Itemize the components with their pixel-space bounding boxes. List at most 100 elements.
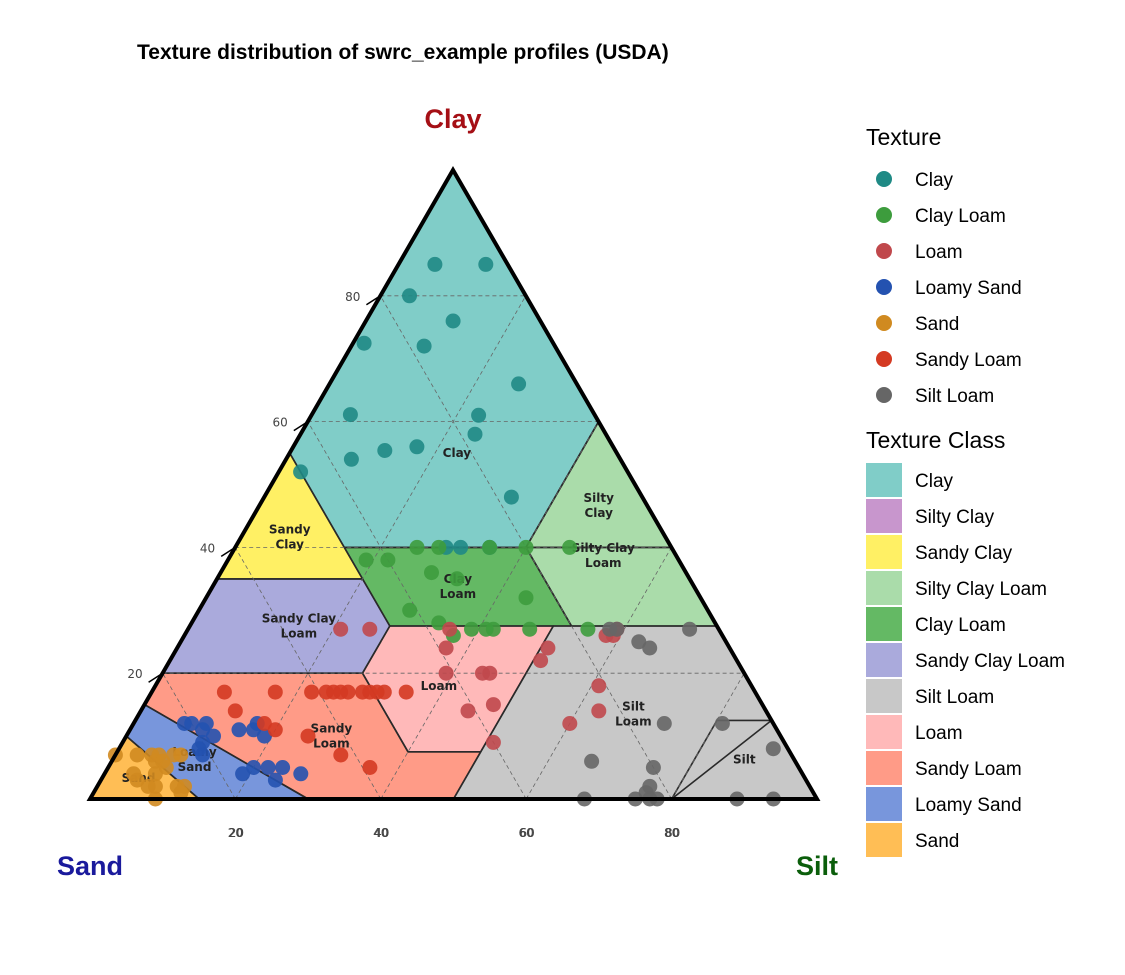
silt-axis-label: Silt bbox=[796, 851, 838, 881]
point-silt-loam-5 bbox=[656, 716, 672, 731]
legend-swatch-sandy-loam bbox=[876, 351, 892, 367]
point-clay-loam-9 bbox=[518, 590, 534, 606]
point-clay-loam-10 bbox=[402, 602, 418, 618]
legend-class-swatch-sandy-loam bbox=[866, 751, 902, 785]
triangle-outline bbox=[86, 166, 821, 801]
legend-class-swatch-sand bbox=[866, 823, 902, 857]
region-loamy-sand bbox=[126, 704, 309, 799]
region-label-loam: Loam bbox=[421, 679, 458, 693]
tick-sand-60: 60 bbox=[519, 826, 534, 840]
point-sand-11 bbox=[147, 766, 163, 782]
region-label-silt-loam: Silt Loam bbox=[615, 700, 652, 729]
point-loam-14 bbox=[485, 697, 501, 713]
legend-class-label-loamy-sand: Loamy Sand bbox=[915, 795, 1022, 816]
legend-class-swatch-sandy-clay-loam bbox=[866, 643, 902, 677]
legend-texture-title: Texture bbox=[866, 124, 941, 150]
legend-label-clay: Clay bbox=[915, 170, 954, 191]
legend-class-swatch-clay-loam bbox=[866, 607, 902, 641]
point-clay-9 bbox=[471, 407, 487, 423]
point-loam-13 bbox=[591, 703, 607, 719]
point-sandy-loam-1 bbox=[227, 703, 243, 719]
legend-label-clay-loam: Clay Loam bbox=[915, 206, 1006, 227]
point-sandy-loam-3 bbox=[304, 684, 320, 700]
point-silt-loam-3 bbox=[631, 634, 647, 650]
chart-title: Texture distribution of swrc_example pro… bbox=[137, 41, 669, 64]
point-sandy-loam-11 bbox=[300, 728, 316, 744]
point-sand-10 bbox=[129, 772, 145, 788]
point-sandy-loam-13 bbox=[340, 684, 356, 700]
tick-sand-20: 20 bbox=[228, 826, 243, 840]
point-clay-loam-5 bbox=[518, 539, 534, 555]
clay-axis-label: Clay bbox=[424, 104, 481, 134]
tick-sand-40: 40 bbox=[373, 826, 388, 840]
point-sandy-loam-2 bbox=[267, 684, 283, 700]
point-silt-loam-4 bbox=[642, 640, 658, 656]
tick-mark-clay-40 bbox=[220, 546, 236, 558]
texture-regions bbox=[90, 170, 817, 799]
legend-swatch-sand bbox=[876, 315, 892, 331]
point-loam-10 bbox=[475, 665, 490, 681]
point-silt-loam-2 bbox=[682, 621, 698, 637]
point-loam-7 bbox=[540, 640, 556, 656]
point-sandy-loam-8 bbox=[376, 684, 392, 700]
legend-label-loamy-sand: Loamy Sand bbox=[915, 278, 1022, 299]
legend-class-swatch-clay bbox=[866, 463, 902, 497]
point-clay-6 bbox=[356, 335, 372, 351]
point-clay-loam-11 bbox=[431, 615, 447, 631]
legend-swatch-clay bbox=[876, 171, 892, 187]
legend-class-label-silty-clay: Silty Clay bbox=[915, 507, 995, 528]
legend-class-swatch-silty-clay bbox=[866, 499, 902, 533]
point-sand-16 bbox=[173, 785, 189, 801]
tick-silt-60: 60 bbox=[520, 826, 535, 840]
point-sand-13 bbox=[140, 778, 156, 794]
point-clay-8 bbox=[342, 407, 358, 423]
legend-class-label-sandy-clay-loam: Sandy Clay Loam bbox=[915, 651, 1065, 672]
point-loamy-sand-16 bbox=[293, 766, 309, 782]
point-loam-6 bbox=[438, 640, 454, 656]
point-clay-3 bbox=[445, 313, 461, 329]
point-clay-5 bbox=[416, 338, 432, 354]
legend-class-label-sand: Sand bbox=[915, 831, 959, 852]
point-clay-loam-16 bbox=[522, 621, 538, 637]
tick-clay-20: 20 bbox=[127, 667, 142, 681]
tick-mark-clay-20 bbox=[148, 672, 164, 683]
point-loamy-sand-1 bbox=[184, 716, 200, 731]
point-loamy-sand-4 bbox=[195, 722, 211, 738]
tick-silt-80: 80 bbox=[665, 826, 680, 840]
legend-swatch-silt-loam bbox=[876, 387, 892, 403]
point-clay-16 bbox=[453, 539, 469, 555]
point-clay-loam-3 bbox=[431, 539, 447, 555]
point-clay-14 bbox=[293, 464, 309, 480]
point-sandy-loam-9 bbox=[256, 716, 272, 731]
legend-class-swatch-loamy-sand bbox=[866, 787, 902, 821]
legend-class-swatch-sandy-clay bbox=[866, 535, 902, 569]
point-loamy-sand-6 bbox=[246, 722, 261, 738]
legend-class-label-loam: Loam bbox=[915, 723, 963, 744]
point-loam-1 bbox=[362, 621, 378, 637]
point-silt-loam-8 bbox=[584, 753, 600, 769]
point-loamy-sand-7 bbox=[256, 728, 272, 744]
legend-class-label-silty-clay-loam: Silty Clay Loam bbox=[915, 579, 1047, 600]
region-sandy-clay bbox=[217, 453, 363, 579]
point-clay-loam-4 bbox=[482, 539, 498, 555]
triangle-frame bbox=[86, 166, 821, 801]
point-clay-loam-2 bbox=[409, 539, 425, 555]
legend-class-swatch-silt-loam bbox=[866, 679, 902, 713]
legend-label-sandy-loam: Sandy Loam bbox=[915, 350, 1022, 371]
point-clay-loam-0 bbox=[358, 552, 374, 568]
tick-mark-clay-60 bbox=[293, 420, 309, 432]
legend-label-silt-loam: Silt Loam bbox=[915, 386, 994, 407]
point-clay-4 bbox=[377, 443, 393, 458]
point-loamy-sand-13 bbox=[246, 760, 262, 775]
legend-label-loam: Loam bbox=[915, 242, 963, 263]
point-sandy-loam-12 bbox=[318, 684, 334, 700]
point-clay-loam-17 bbox=[580, 621, 596, 637]
tick-clay-60: 60 bbox=[273, 416, 288, 430]
legend-swatch-loam bbox=[876, 243, 892, 259]
sand-axis-label: Sand bbox=[57, 851, 123, 881]
legend-class-label-sandy-clay: Sandy Clay bbox=[915, 543, 1013, 564]
point-loamy-sand-14 bbox=[260, 760, 276, 775]
legend-swatch-clay-loam bbox=[876, 207, 892, 223]
point-clay-loam-7 bbox=[424, 565, 439, 581]
point-silt-loam-7 bbox=[765, 741, 781, 757]
